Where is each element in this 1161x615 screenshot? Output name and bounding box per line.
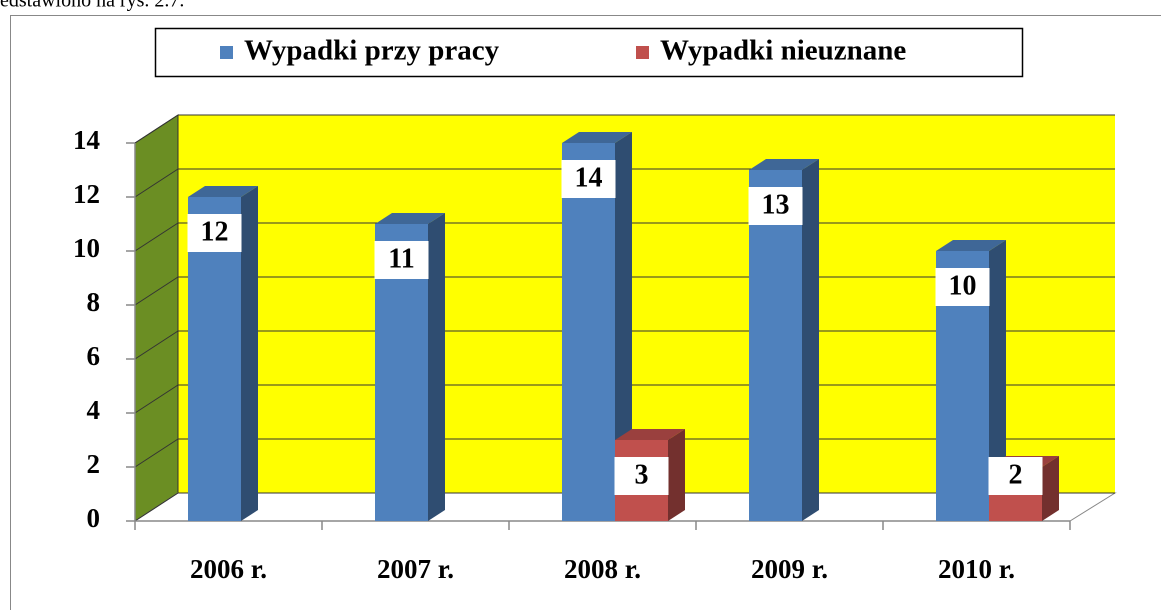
x-tick-label: 2007 r.	[377, 554, 454, 584]
y-tick-label: 10	[73, 233, 100, 263]
y-tick-label: 4	[87, 395, 101, 425]
value-label: 12	[201, 216, 229, 247]
value-label: 10	[949, 270, 977, 301]
y-tick-label: 12	[73, 179, 100, 209]
bar-side	[668, 429, 685, 521]
value-label: 13	[762, 189, 790, 220]
text-above: edstawiono na rys. 2.7.	[0, 0, 184, 12]
legend-swatch	[220, 46, 233, 59]
value-label: 2	[1009, 459, 1023, 490]
value-label: 14	[575, 162, 603, 193]
bar	[562, 143, 615, 521]
y-tick-label: 0	[87, 503, 101, 533]
legend-swatch	[636, 46, 649, 59]
y-tick-label: 14	[73, 125, 100, 155]
value-label: 3	[635, 459, 649, 490]
bar-side	[428, 213, 445, 521]
bar-side	[241, 186, 258, 521]
bar-side	[1042, 456, 1059, 521]
x-tick-label: 2010 r.	[938, 554, 1015, 584]
side-wall	[135, 115, 178, 521]
y-tick-label: 2	[87, 449, 101, 479]
bar-side	[802, 159, 819, 521]
legend-label: Wypadki nieuznane	[660, 35, 906, 67]
y-tick-label: 8	[87, 287, 101, 317]
x-tick-label: 2009 r.	[751, 554, 828, 584]
x-tick-label: 2006 r.	[190, 554, 267, 584]
y-tick-label: 6	[87, 341, 101, 371]
legend-label: Wypadki przy pracy	[244, 35, 500, 67]
value-label: 11	[388, 243, 414, 274]
x-tick-label: 2008 r.	[564, 554, 641, 584]
